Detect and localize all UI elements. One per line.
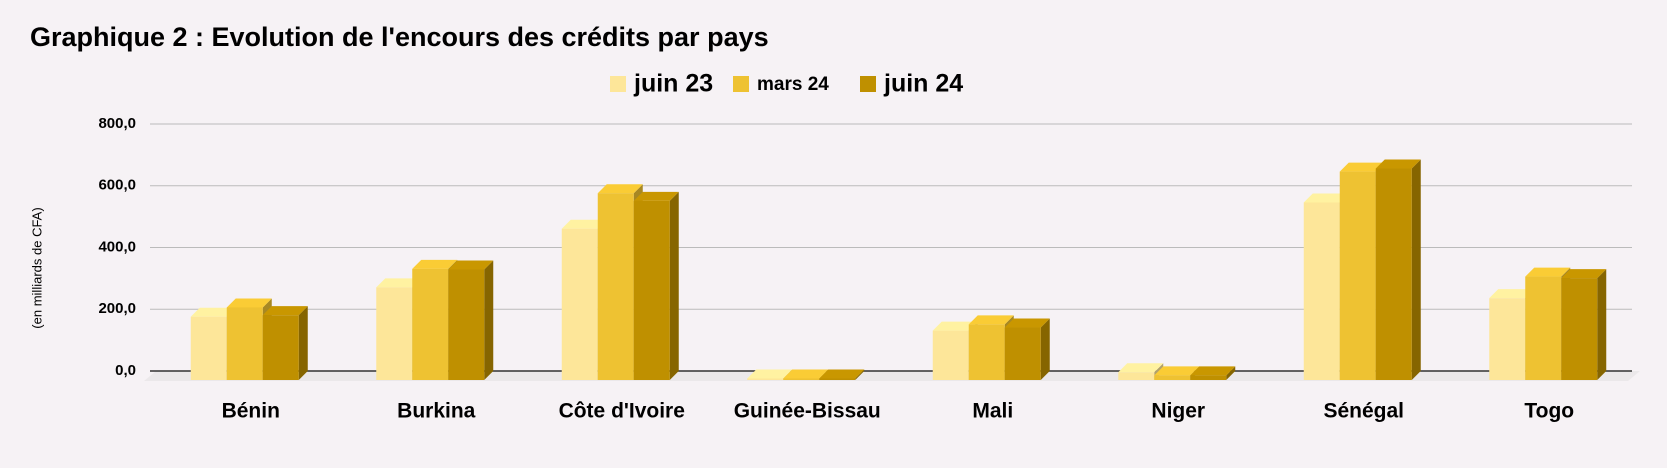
bar (376, 287, 413, 380)
y-axis-label: (en milliards de CFA) (29, 207, 44, 328)
y-tick-label: 800,0 (98, 115, 136, 132)
bar-top (1489, 289, 1535, 299)
bar (1339, 171, 1376, 380)
bar-top (1339, 162, 1385, 172)
bar (747, 378, 784, 380)
bar (819, 378, 856, 380)
bar (412, 268, 449, 380)
bar-top (597, 184, 643, 194)
bar-top (1561, 269, 1607, 279)
x-tick-label: Niger (1151, 400, 1205, 423)
bar-side (669, 191, 679, 380)
bar-side (855, 369, 865, 380)
y-tick-label: 200,0 (98, 300, 136, 317)
bar-top (747, 369, 793, 379)
bar (561, 228, 598, 380)
bar-top (448, 260, 494, 270)
bar (597, 193, 634, 380)
bar-side (484, 260, 494, 380)
legend-label: mars 24 (757, 74, 829, 95)
legend-label: juin 24 (883, 70, 963, 98)
bar-top (376, 278, 422, 288)
y-tick-label: 600,0 (98, 177, 136, 194)
bar-top (1154, 366, 1200, 376)
bar-top (932, 321, 978, 331)
chart-title: Graphique 2 : Evolution de l'encours des… (30, 22, 769, 52)
bar (262, 315, 299, 380)
bar-top (262, 306, 308, 316)
bar-side (1226, 366, 1236, 380)
bar (932, 330, 969, 380)
x-tick-label: Sénégal (1323, 400, 1404, 423)
x-tick-label: Mali (972, 400, 1013, 423)
x-tick-label: Guinée-Bissau (734, 400, 881, 423)
bar-top (783, 369, 829, 379)
bar (226, 307, 263, 380)
bar (1489, 298, 1526, 380)
bar-top (561, 219, 607, 229)
bar (190, 316, 227, 380)
bar (783, 378, 820, 380)
bar-top (633, 191, 679, 201)
x-tick-label: Burkina (397, 400, 476, 423)
bar (633, 200, 670, 380)
legend-swatch (733, 76, 749, 92)
bar-top (1303, 193, 1349, 203)
bar-side (298, 306, 308, 380)
bar-top (1190, 366, 1236, 376)
bar (968, 324, 1005, 380)
x-tick-label: Bénin (222, 400, 280, 423)
bar-side (1597, 269, 1607, 380)
bar (1561, 278, 1598, 380)
bar-top (819, 369, 865, 379)
bar (1375, 168, 1412, 380)
legend-swatch (860, 76, 876, 92)
bar (1303, 202, 1340, 380)
bar (1118, 372, 1155, 380)
bar (1190, 375, 1227, 380)
legend-swatch (610, 76, 626, 92)
x-tick-label: Togo (1524, 400, 1574, 423)
bar-top (1118, 363, 1164, 373)
bar-top (968, 315, 1014, 325)
legend-label: juin 23 (633, 70, 713, 98)
bar-top (412, 259, 458, 269)
bar (1154, 375, 1191, 380)
x-tick-label: Côte d'Ivoire (559, 400, 685, 423)
bar-top (190, 307, 236, 317)
bar-top (1525, 267, 1571, 277)
bar-top (1004, 318, 1050, 328)
bar (1004, 327, 1041, 380)
bar-top (226, 298, 272, 308)
bar-side (1411, 159, 1421, 380)
floor (144, 371, 1640, 381)
bar-side (1040, 318, 1050, 380)
bar (1525, 276, 1562, 380)
bar (448, 269, 485, 380)
y-tick-label: 400,0 (98, 238, 136, 255)
bar-top (1375, 159, 1421, 169)
y-tick-label: 0,0 (115, 362, 136, 379)
